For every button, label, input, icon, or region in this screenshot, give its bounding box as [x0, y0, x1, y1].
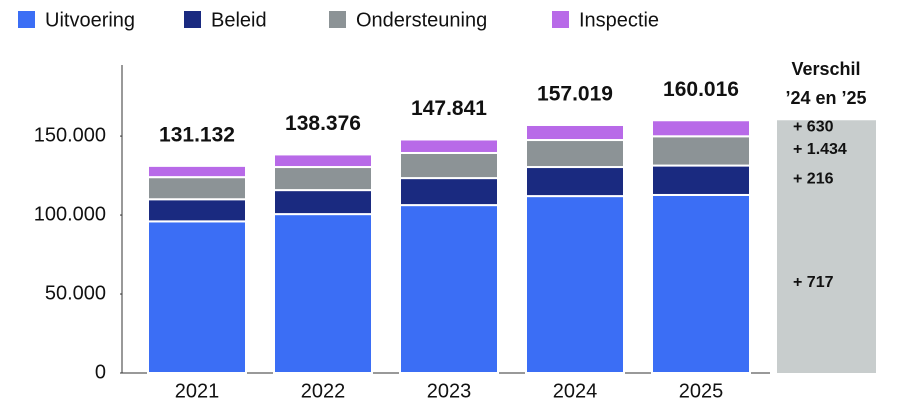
total-label: 138.376 [285, 112, 361, 135]
difference-label: + 216 [793, 170, 834, 187]
bar-segment [399, 138, 499, 154]
bar-segment [525, 195, 625, 374]
x-tick-label: 2021 [175, 380, 220, 402]
bar-segment [399, 151, 499, 180]
difference-title: ’24 en ’25 [785, 88, 866, 108]
difference-panel [777, 120, 876, 374]
bar-segment [651, 164, 751, 196]
x-tick-label: 2023 [427, 380, 472, 402]
legend-swatch [18, 11, 35, 28]
bar-segment [147, 220, 247, 374]
bar-segment [399, 177, 499, 207]
bar-segment [651, 193, 751, 374]
difference-label: + 630 [793, 118, 834, 135]
difference-label: + 1.434 [793, 141, 847, 158]
total-label: 147.841 [411, 97, 487, 120]
bar-segment [273, 213, 373, 374]
y-tick-label: 150.000 [34, 124, 106, 146]
x-tick-label: 2022 [301, 380, 346, 402]
bar-segment [147, 198, 247, 223]
legend-label: Ondersteuning [356, 9, 487, 31]
bar-segment [273, 153, 373, 169]
x-tick-label: 2025 [679, 380, 724, 402]
y-tick-label: 0 [95, 361, 106, 383]
legend-label: Uitvoering [45, 9, 135, 31]
y-tick-label: 100.000 [34, 203, 106, 225]
legend-label: Inspectie [579, 9, 659, 31]
bar-segment [147, 164, 247, 179]
bar-segment [273, 166, 373, 192]
legend-swatch [329, 11, 346, 28]
bar-segment [651, 135, 751, 167]
bar-segment [525, 123, 625, 142]
bar-segment [273, 189, 373, 216]
legend-label: Beleid [211, 9, 267, 31]
bar-segment [147, 176, 247, 201]
bar-segment [651, 119, 751, 138]
x-tick-label: 2024 [553, 380, 598, 402]
legend-swatch [184, 11, 201, 28]
legend-swatch [552, 11, 569, 28]
difference-title: Verschil [791, 59, 860, 79]
total-label: 157.019 [537, 83, 613, 106]
y-tick-label: 50.000 [45, 282, 106, 304]
bar-segment [525, 166, 625, 198]
bar-segment [399, 204, 499, 374]
difference-label: + 717 [793, 274, 834, 291]
total-label: 131.132 [159, 123, 235, 146]
bar-segment [525, 139, 625, 169]
total-label: 160.016 [663, 78, 739, 101]
